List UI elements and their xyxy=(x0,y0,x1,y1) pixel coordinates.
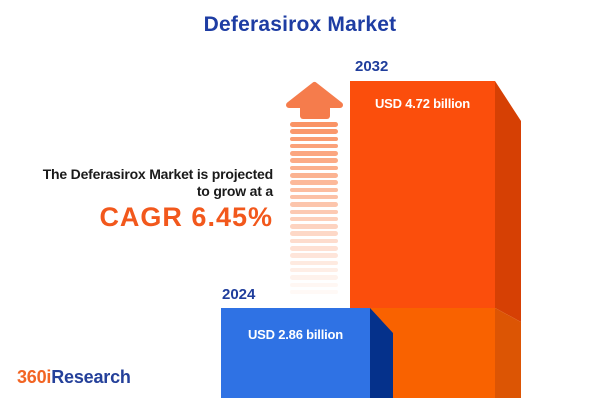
bar-2032-side-bottom xyxy=(495,308,521,398)
brand-logo: 360iResearch xyxy=(17,367,131,388)
brand-logo-prefix: 360i xyxy=(17,367,52,387)
bar-value-2032: USD 4.72 billion xyxy=(374,96,471,111)
bar-label-2032: 2032 xyxy=(355,58,389,75)
bar-2024-side xyxy=(370,308,393,398)
tagline-line1: The Deferasirox Market is projected xyxy=(42,166,274,182)
cagr-value: CAGR 6.45% xyxy=(99,202,273,232)
bar-2032-face-top xyxy=(350,81,495,308)
bar-label-2024: 2024 xyxy=(222,286,256,303)
bar-2024-face xyxy=(221,308,370,398)
page-title: Deferasirox Market xyxy=(203,13,397,36)
brand-logo-suffix: Research xyxy=(51,367,131,387)
growth-arrow-neck xyxy=(300,103,330,119)
bar-value-2024: USD 2.86 billion xyxy=(247,327,344,342)
tagline-block: The Deferasirox Market is projected to g… xyxy=(0,166,274,232)
growth-arrow-stripes-icon xyxy=(290,122,338,297)
tagline-line2: to grow at a xyxy=(196,182,273,199)
bar-2032-side-top xyxy=(495,81,521,322)
growth-arrow-head-icon xyxy=(286,82,343,108)
